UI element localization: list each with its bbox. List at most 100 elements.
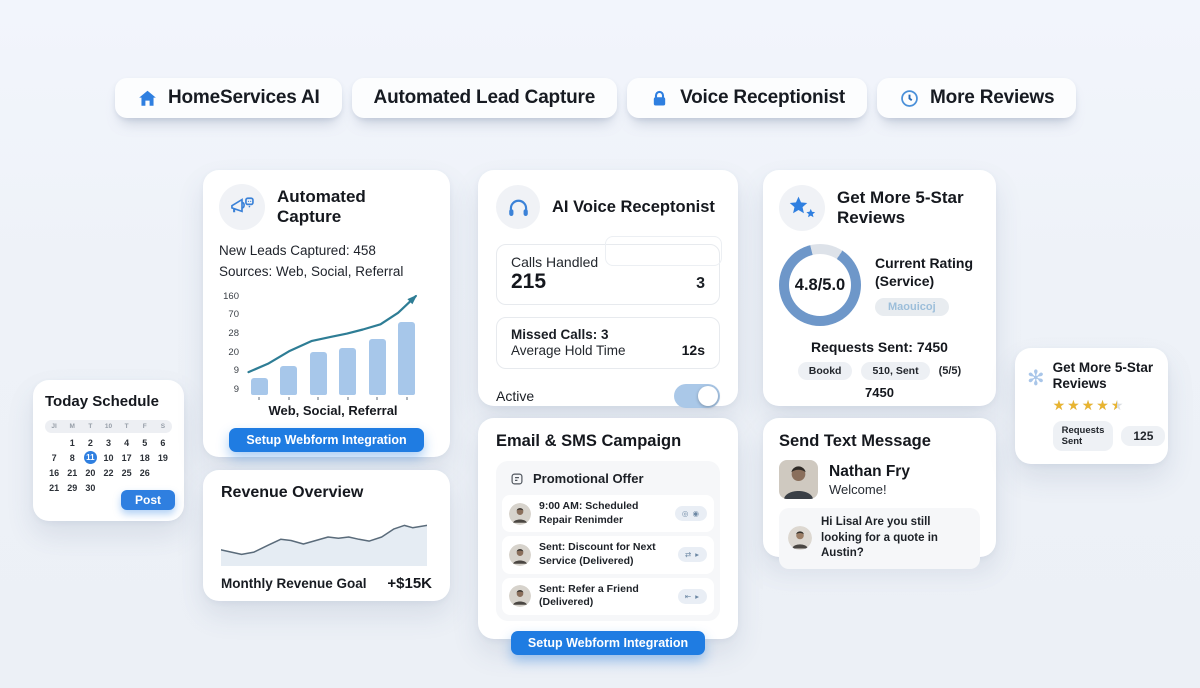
- requests-sent-stat: Requests Sent: 7450: [811, 339, 948, 355]
- star-icon: ★★: [1110, 397, 1124, 414]
- nav-lead-capture[interactable]: Automated Lead Capture: [351, 78, 618, 118]
- calendar-day[interactable]: 4: [124, 438, 130, 448]
- calendar-day-selected[interactable]: 11: [83, 451, 97, 464]
- message-status-badge: ⇄ ▸: [677, 547, 707, 563]
- reviews-card: Get More 5-Star Reviews 4.8/5.0 Current …: [763, 170, 996, 406]
- star-icon: ★★: [1096, 397, 1109, 414]
- leads-captured-stat: New Leads Captured: 458: [219, 243, 376, 258]
- calendar-day[interactable]: 6: [160, 438, 166, 448]
- star-rating: ★★★★★★★★★★: [1053, 398, 1166, 412]
- nav-home-services[interactable]: HomeServices AI: [115, 78, 342, 118]
- message-text: Sent: Discount for Next Service (Deliver…: [539, 541, 656, 567]
- x-tick: [258, 396, 260, 400]
- star-icon: ★★: [1067, 397, 1080, 414]
- calendar-day[interactable]: 5: [142, 438, 148, 448]
- message-bubble: Hi Lisal Are you still looking for a quo…: [779, 508, 980, 569]
- setup-webform-button[interactable]: Setup Webform Integration: [229, 427, 424, 452]
- avatar: [509, 585, 531, 608]
- message-status-badge: ⇤ ▸: [677, 588, 707, 604]
- today-schedule-card: Today Schedule Jl M T 10 T F S 1 2 3 4 5 6 7 8 11 10 17 1…: [33, 380, 184, 521]
- calendar-day[interactable]: 21: [67, 468, 78, 478]
- post-button[interactable]: Post: [120, 490, 175, 510]
- calendar-weekday: F: [142, 423, 147, 430]
- message-text: 9:00 AM: Scheduled Repair Renimder: [539, 500, 639, 526]
- star-icon: ★★: [1081, 397, 1095, 414]
- calendar-day[interactable]: 30: [85, 483, 96, 493]
- calendar-day[interactable]: 2: [87, 438, 93, 448]
- sender-avatar: [788, 526, 812, 551]
- calendar-empty-cell: [99, 481, 117, 495]
- calls-handled-value: 215: [511, 270, 547, 293]
- calendar-day[interactable]: 20: [85, 468, 96, 478]
- lead-bar: [251, 378, 268, 395]
- trend-line: [247, 294, 418, 374]
- revenue-goal-value: +$15K: [387, 575, 432, 592]
- nav-more-reviews[interactable]: More Reviews: [877, 78, 1077, 118]
- calendar-day[interactable]: 3: [105, 438, 111, 448]
- requests-sent-chip: Requests Sent: [1052, 421, 1114, 452]
- review-chip: 510, Sent: [861, 362, 930, 380]
- hold-time-label: Average Hold Time: [511, 343, 626, 358]
- calendar-day[interactable]: 26: [139, 468, 150, 478]
- calendar-day[interactable]: 29: [67, 483, 78, 493]
- calendar-weekday: S: [160, 423, 166, 430]
- card-title: Get More 5-Star Reviews: [837, 188, 964, 227]
- calendar-day[interactable]: 25: [121, 468, 132, 478]
- x-axis-label: Web, Social, Referral: [268, 402, 398, 418]
- nav-voice-receptionist[interactable]: Voice Receptionist: [627, 78, 868, 118]
- nav-label: Voice Receptionist: [680, 87, 846, 108]
- avatar: [509, 502, 531, 525]
- requests-total: 7450: [865, 385, 894, 400]
- revenue-overview-card: Revenue Overview Monthly Revenue Goal +$…: [203, 470, 450, 601]
- active-toggle[interactable]: [674, 384, 720, 408]
- rating-gauge: 4.8/5.0: [779, 244, 861, 326]
- nav-label: More Reviews: [930, 87, 1055, 108]
- y-tick-label: 160: [223, 290, 239, 302]
- setup-webform-button[interactable]: Setup Webform Integration: [510, 630, 706, 655]
- calendar-day[interactable]: 17: [121, 453, 132, 463]
- calendar-day[interactable]: 7: [51, 453, 57, 463]
- campaign-panel: Promotional Offer 9:00 AM: Scheduled Rep…: [496, 461, 720, 621]
- calendar-weekday: T: [88, 423, 93, 430]
- requests-count-chip: 125: [1121, 426, 1166, 447]
- message-status-badge: ◎ ◉: [674, 506, 707, 522]
- calendar-day[interactable]: 8: [69, 453, 75, 463]
- calendar-empty-cell: [45, 436, 63, 450]
- calendar-day[interactable]: 10: [103, 453, 114, 463]
- voice-receptionist-card: AI Voice Receptonist Calls Handled 215 3…: [478, 170, 738, 408]
- calendar-empty-cell: [154, 466, 172, 480]
- calendar-weekday: T: [124, 423, 129, 430]
- leads-chart: 160 70 28 20 9 9: [219, 291, 434, 395]
- calendar-day[interactable]: 19: [157, 453, 168, 463]
- email-sms-campaign-card: Email & SMS Campaign Promotional Offer 9…: [478, 418, 738, 655]
- star-icon: ★★: [1052, 397, 1066, 414]
- headphones-icon: [496, 185, 540, 229]
- campaign-message-row[interactable]: Sent: Discount for Next Service (Deliver…: [502, 536, 714, 574]
- message-text: Hi Lisal Are you still looking for a quo…: [821, 516, 938, 560]
- calls-handled-label: Calls Handled: [511, 254, 599, 270]
- campaign-message-row[interactable]: Sent: Refer a Friend (Delivered) ⇤ ▸: [502, 577, 714, 615]
- sparkle-icon: ✻: [1027, 367, 1045, 390]
- stars-icon: [779, 185, 825, 231]
- megaphone-icon: [219, 184, 265, 230]
- capture-stats: New Leads Captured: 458 Sources: Web, So…: [219, 241, 434, 283]
- x-tick: [346, 396, 349, 400]
- calendar-day[interactable]: 16: [49, 468, 60, 478]
- y-tick-label: 9: [233, 365, 239, 377]
- gauge-hole: [789, 254, 851, 316]
- top-nav: HomeServices AI Automated Lead Capture V…: [115, 78, 1077, 118]
- x-tick: [376, 396, 379, 400]
- calendar-day[interactable]: 22: [103, 468, 114, 478]
- home-icon: [139, 90, 156, 106]
- calendar-day[interactable]: 1: [69, 438, 75, 448]
- missed-calls-box: Missed Calls: 3 Average Hold Time 12s: [496, 317, 720, 369]
- card-title: Automated Capture: [277, 187, 366, 226]
- y-tick-label: 20: [228, 346, 239, 358]
- automated-capture-card: Automated Capture New Leads Captured: 45…: [203, 170, 450, 457]
- calendar-day[interactable]: 21: [49, 483, 60, 493]
- y-tick-label: 9: [233, 383, 239, 395]
- contact-name: Nathan Fry: [829, 462, 910, 480]
- calendar-day[interactable]: 18: [139, 453, 150, 463]
- campaign-message-row[interactable]: 9:00 AM: Scheduled Repair Renimder ◎ ◉: [502, 495, 714, 533]
- review-ratio-text: (5/5): [938, 365, 962, 377]
